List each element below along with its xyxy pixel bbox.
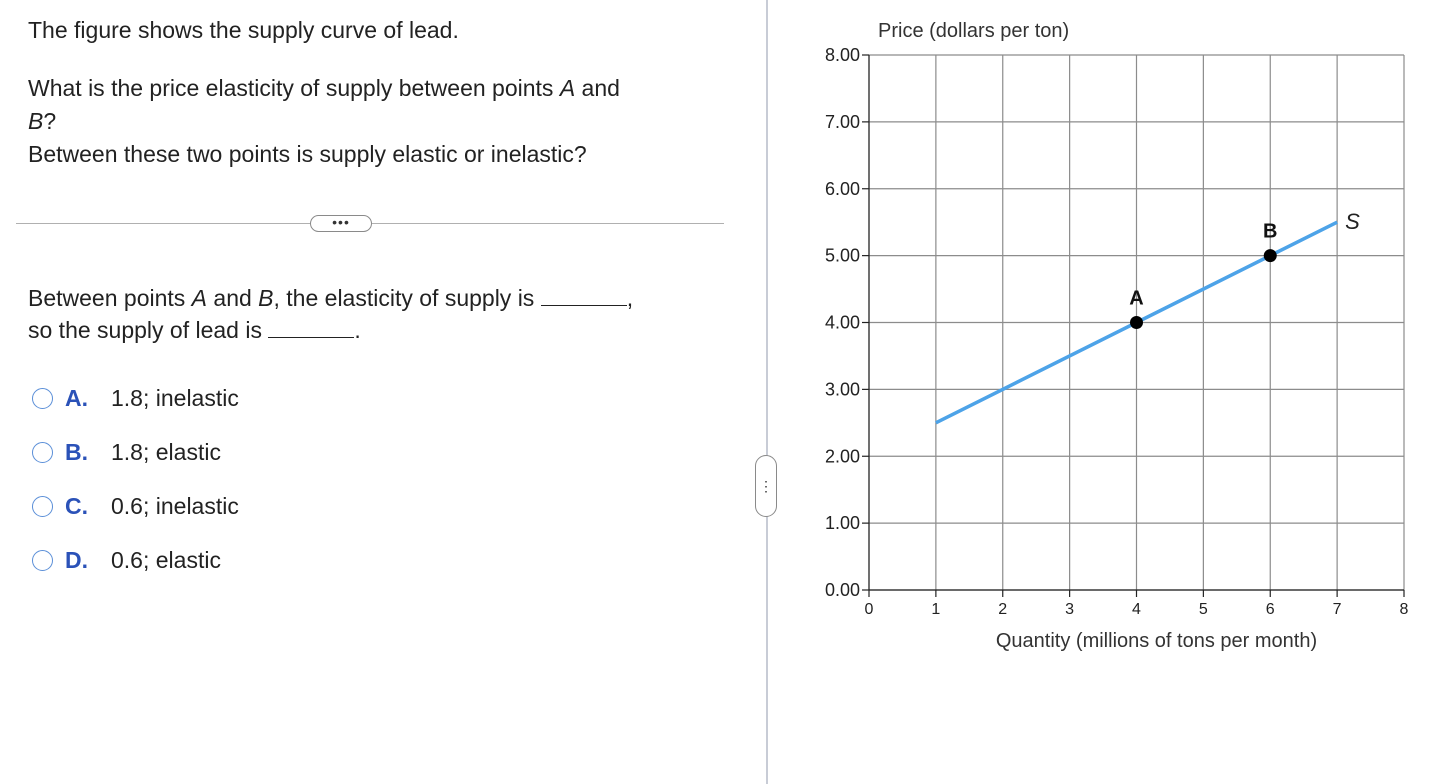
option-letter: A. — [65, 384, 88, 411]
x-tick-label: 6 — [1266, 601, 1275, 618]
option-text: 0.6; inelastic — [111, 492, 239, 519]
option-letter: D. — [65, 546, 88, 573]
y-tick-label: 6.00 — [825, 179, 860, 199]
x-tick-label: 8 — [1400, 601, 1409, 618]
point-label-b: B — [1263, 221, 1277, 243]
pane-divider[interactable] — [766, 0, 768, 784]
prompt-text: Between points — [28, 285, 192, 311]
answer-prompt-line-2: so the supply of lead is . — [28, 315, 361, 345]
question-intro: The figure shows the supply curve of lea… — [28, 15, 459, 45]
y-tick-label: 2.00 — [825, 446, 860, 466]
prompt-text: . — [354, 317, 361, 343]
question-line-3: B? — [28, 106, 56, 136]
x-tick-label: 0 — [865, 601, 874, 618]
prompt-text: so the supply of lead is — [28, 317, 262, 343]
prompt-text: and — [207, 285, 259, 311]
x-tick-label: 5 — [1199, 601, 1208, 618]
option-a[interactable]: A. 1.8; inelastic — [32, 384, 239, 412]
y-axis-title: Price (dollars per ton) — [878, 20, 1069, 42]
radio-icon[interactable] — [32, 441, 53, 463]
x-tick-label: 7 — [1333, 601, 1342, 618]
pane-resize-handle[interactable]: ⋮ — [755, 455, 777, 517]
option-text: 1.8; inelastic — [111, 384, 239, 411]
radio-icon[interactable] — [32, 549, 53, 571]
answer-blank-1 — [540, 285, 627, 306]
question-text: What is the price elasticity of supply b… — [28, 75, 560, 101]
option-b[interactable]: B. 1.8; elastic — [32, 438, 221, 466]
supply-chart: 0.00 1.00 2.00 3.00 4.00 5.00 6.00 7.00 8.00 0 1 2 3… — [825, 20, 1409, 652]
option-text: 1.8; elastic — [111, 438, 221, 465]
option-d[interactable]: D. 0.6; elastic — [32, 546, 221, 574]
y-tick-label: 8.00 — [825, 45, 860, 65]
show-more-button[interactable]: ••• — [310, 215, 372, 232]
option-letter: B. — [65, 438, 88, 465]
prompt-text: , the elasticity of supply is — [273, 285, 535, 311]
question-text: Between these two points is supply elast… — [28, 141, 587, 167]
point-label-a: A — [1129, 288, 1143, 310]
point-b-ref: B — [258, 285, 274, 311]
question-text: ? — [43, 108, 57, 134]
question-line-4: Between these two points is supply elast… — [28, 139, 587, 169]
y-tick-label: 5.00 — [825, 246, 860, 266]
x-axis-title: Quantity (millions of tons per month) — [996, 630, 1317, 652]
x-tick-label: 3 — [1065, 601, 1074, 618]
option-c[interactable]: C. 0.6; inelastic — [32, 492, 239, 520]
question-line-1: The figure shows the supply curve of lea… — [28, 17, 459, 43]
y-tick-label: 4.00 — [825, 313, 860, 333]
prompt-text: , — [626, 285, 634, 311]
option-text: 0.6; elastic — [111, 546, 221, 573]
point-b — [1263, 249, 1277, 263]
radio-icon[interactable] — [32, 495, 53, 517]
x-tick-label: 4 — [1132, 601, 1141, 618]
x-tick-label: 1 — [931, 601, 940, 618]
x-tick-label: 2 — [998, 601, 1007, 618]
question-line-2: What is the price elasticity of supply b… — [28, 73, 620, 103]
answer-blank-2 — [268, 317, 355, 338]
point-a-ref: A — [191, 285, 208, 311]
point-a-ref: A — [559, 75, 576, 101]
y-tick-label: 3.00 — [825, 379, 860, 399]
question-text: and — [575, 75, 620, 101]
y-tick-label: 1.00 — [825, 513, 860, 533]
y-tick-label: 0.00 — [825, 580, 860, 600]
curve-label: S — [1345, 209, 1360, 234]
radio-icon[interactable] — [32, 387, 53, 409]
point-a — [1130, 316, 1143, 329]
point-b-ref: B — [28, 108, 44, 134]
option-letter: C. — [65, 492, 88, 519]
question-pane: The figure shows the supply curve of lea… — [16, 15, 724, 574]
y-tick-label: 7.00 — [825, 112, 860, 132]
answer-prompt-line-1: Between points A and B, the elasticity o… — [28, 283, 633, 313]
